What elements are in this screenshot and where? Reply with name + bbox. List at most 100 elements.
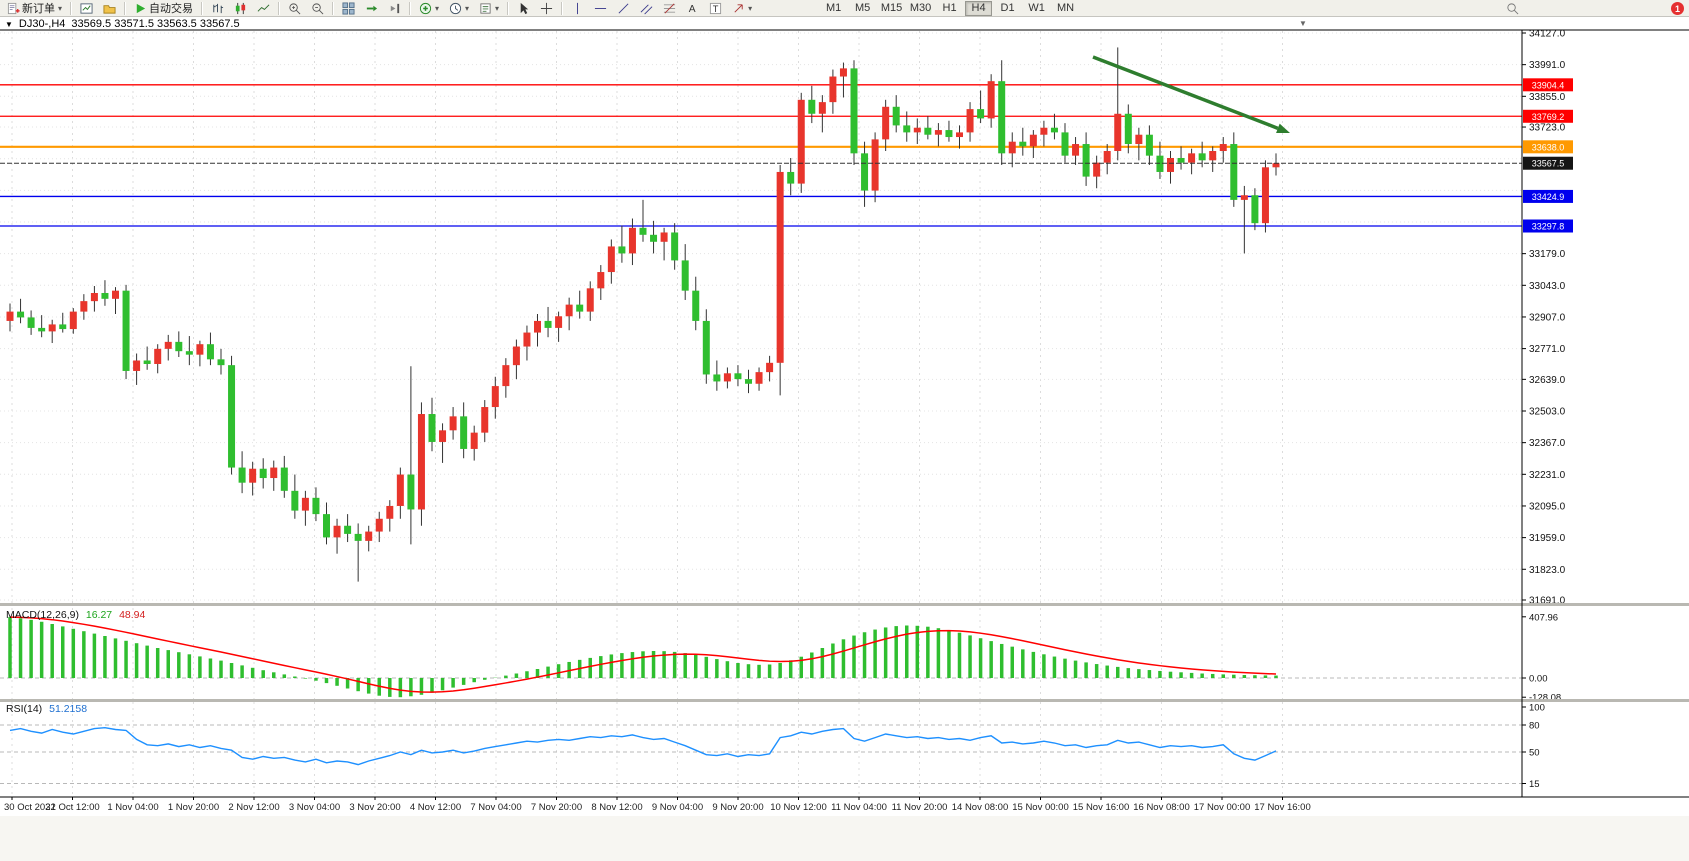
time-axis-label: 11 Nov 04:00 bbox=[831, 802, 887, 813]
candle-body bbox=[829, 76, 837, 103]
trendline-icon bbox=[618, 3, 629, 13]
candle-body bbox=[723, 373, 731, 382]
template-icon bbox=[480, 2, 491, 14]
periods-button[interactable]: ▾ bbox=[445, 1, 473, 16]
price-axis-label: 32503.0 bbox=[1529, 407, 1566, 418]
candle-body bbox=[934, 130, 942, 135]
timeframe-m5-button[interactable]: M5 bbox=[849, 1, 876, 16]
price-axis-label: 31959.0 bbox=[1529, 533, 1566, 544]
line-chart-button[interactable] bbox=[253, 1, 274, 16]
auto-scroll-button[interactable] bbox=[361, 1, 382, 16]
text-button[interactable]: A bbox=[682, 1, 703, 16]
svg-text:T: T bbox=[713, 3, 719, 13]
chart-shift-marker-icon[interactable]: ▼ bbox=[1299, 19, 1307, 28]
text-label-button[interactable]: T bbox=[705, 1, 726, 16]
zoom-out-icon bbox=[312, 2, 324, 14]
autotrade-button[interactable]: 自动交易 bbox=[130, 1, 197, 16]
indicators-button[interactable]: ▾ bbox=[415, 1, 443, 16]
time-axis-label: 11 Nov 20:00 bbox=[892, 802, 948, 813]
chart-window-button[interactable] bbox=[76, 1, 97, 16]
time-axis-label: 30 Oct 2022 bbox=[4, 802, 56, 813]
channel-button[interactable] bbox=[636, 1, 657, 16]
candle-body bbox=[512, 346, 520, 366]
ohlc-values: 33569.5 33571.5 33563.5 33567.5 bbox=[71, 18, 240, 30]
candle-body bbox=[966, 109, 974, 133]
notification-badge[interactable]: 1 bbox=[1671, 2, 1684, 15]
cursor-button[interactable] bbox=[513, 1, 534, 16]
autotrade-label: 自动交易 bbox=[149, 3, 194, 15]
candle-body bbox=[1219, 144, 1227, 152]
price-axis-label: 32231.0 bbox=[1529, 470, 1566, 481]
level-price-flag-text: 33769.2 bbox=[1532, 112, 1565, 122]
price-axis-label: 33991.0 bbox=[1529, 60, 1566, 71]
trend-arrow-line[interactable] bbox=[1092, 55, 1279, 130]
bar-chart-button[interactable] bbox=[207, 1, 228, 16]
timeframe-toolbar: M1 M5 M15 M30 H1 H4 D1 W1 MN bbox=[819, 0, 1080, 16]
candle-body bbox=[365, 531, 373, 541]
price-axis-label: 32907.0 bbox=[1529, 312, 1566, 323]
macd-indicator-label: MACD(12,26,9) 16.27 48.94 bbox=[6, 609, 145, 621]
zoom-out-button[interactable] bbox=[307, 1, 328, 16]
candle-body bbox=[734, 373, 742, 380]
chart-shift-button[interactable] bbox=[384, 1, 405, 16]
profiles-button[interactable] bbox=[99, 1, 120, 16]
crosshair-button[interactable] bbox=[536, 1, 557, 16]
candle-body bbox=[903, 125, 911, 133]
timeframe-mn-button[interactable]: MN bbox=[1052, 1, 1079, 16]
candle-body bbox=[892, 106, 900, 126]
toolbar-separator bbox=[278, 1, 281, 15]
horizontal-line-button[interactable] bbox=[590, 1, 611, 16]
timeframe-d1-button[interactable]: D1 bbox=[994, 1, 1021, 16]
arrow-object-icon bbox=[734, 3, 743, 13]
timeframe-m30-button[interactable]: M30 bbox=[907, 1, 934, 16]
timeframe-w1-button[interactable]: W1 bbox=[1023, 1, 1050, 16]
timeframe-h4-button[interactable]: H4 bbox=[965, 0, 993, 16]
candle-body bbox=[27, 317, 35, 328]
candle-body bbox=[439, 430, 447, 442]
zoom-in-button[interactable] bbox=[284, 1, 305, 16]
templates-button[interactable]: ▾ bbox=[475, 1, 503, 16]
tile-windows-button[interactable] bbox=[338, 1, 359, 16]
candle-body bbox=[333, 525, 341, 538]
price-axis-label: 34127.0 bbox=[1529, 29, 1566, 40]
timeframe-m15-button[interactable]: M15 bbox=[878, 1, 905, 16]
time-axis-label: 1 Nov 20:00 bbox=[168, 802, 219, 813]
macd-axis-label: -128.08 bbox=[1529, 693, 1561, 704]
search-button[interactable] bbox=[1502, 1, 1523, 16]
time-axis-label: 1 Nov 04:00 bbox=[107, 802, 158, 813]
rsi-value: 51.2158 bbox=[49, 703, 88, 715]
candle-body bbox=[671, 232, 679, 261]
time-axis-label: 10 Nov 12:00 bbox=[770, 802, 827, 813]
timeframe-h1-button[interactable]: H1 bbox=[936, 1, 963, 16]
time-axis-label: 9 Nov 04:00 bbox=[652, 802, 703, 813]
candle-body bbox=[692, 290, 700, 321]
one-click-trading-arrow-icon[interactable]: ▼ bbox=[5, 19, 13, 29]
clock-icon bbox=[449, 2, 462, 14]
vertical-line-button[interactable] bbox=[567, 1, 588, 16]
candlestick-chart-button[interactable] bbox=[230, 1, 251, 16]
candle-body bbox=[270, 467, 278, 479]
toolbar-separator bbox=[201, 1, 204, 15]
candle-body bbox=[80, 301, 88, 312]
candle-body bbox=[428, 414, 436, 442]
candle-body bbox=[112, 290, 119, 299]
time-axis-label: 15 Nov 00:00 bbox=[1012, 802, 1069, 813]
candle-body bbox=[38, 327, 46, 332]
candle-body bbox=[1209, 151, 1217, 161]
fibonacci-button[interactable] bbox=[659, 1, 680, 16]
candle-body bbox=[1177, 157, 1185, 163]
candle-body bbox=[924, 127, 932, 135]
crosshair-icon bbox=[540, 2, 553, 14]
timeframe-m1-button[interactable]: M1 bbox=[820, 1, 847, 16]
level-price-flag bbox=[1523, 109, 1573, 123]
price-axis-label: 32095.0 bbox=[1529, 501, 1566, 512]
rsi-indicator-label: RSI(14) 51.2158 bbox=[6, 703, 87, 715]
new-order-button[interactable]: 新订单 ▾ bbox=[3, 1, 66, 16]
fibonacci-icon bbox=[663, 3, 676, 13]
candle-body bbox=[797, 99, 805, 184]
arrows-button[interactable]: ▾ bbox=[728, 1, 756, 16]
vertical-line-icon bbox=[577, 2, 579, 14]
candle-body bbox=[597, 272, 605, 289]
trendline-button[interactable] bbox=[613, 1, 634, 16]
